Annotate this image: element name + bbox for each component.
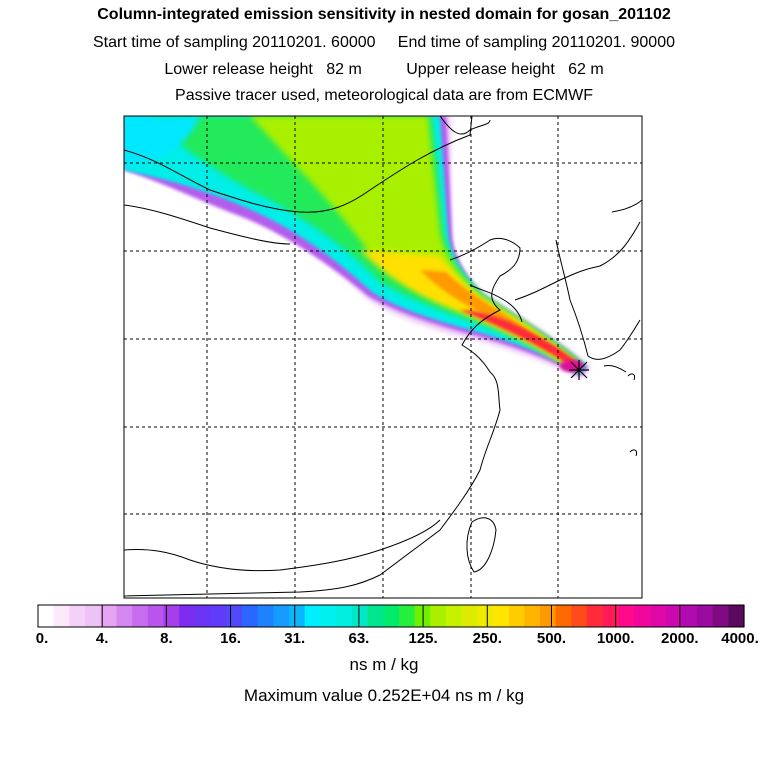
colorbar-swatch (712, 605, 729, 627)
colorbar-tick-label: 8. (160, 630, 173, 647)
colorbar-swatch (367, 605, 384, 627)
colorbar-swatch (383, 605, 400, 627)
colorbar-tick-label: 0. (35, 630, 49, 647)
graticule (124, 116, 642, 598)
colorbar-swatch (618, 605, 635, 627)
colorbar-swatch (540, 605, 557, 627)
colorbar-swatch (69, 605, 86, 627)
colorbar-swatch (147, 605, 165, 627)
colorbar-swatch (681, 605, 698, 627)
colorbar-swatch (587, 605, 604, 627)
colorbar-swatch (53, 605, 70, 627)
colorbar-swatch (351, 605, 369, 627)
colorbar-swatch (398, 605, 416, 627)
colorbar-tick-label: 31. (284, 630, 306, 647)
colorbar-tick-label: 16. (220, 630, 241, 647)
colorbar-swatch (304, 605, 321, 627)
colorbar-tick-label: 1000. (596, 630, 635, 647)
colorbar (37, 604, 745, 628)
colorbar-swatch (336, 605, 353, 627)
colorbar-units: ns m / kg (349, 655, 419, 674)
colorbar-swatch (85, 605, 102, 627)
colorbar-swatch (226, 605, 243, 627)
colorbar-swatch (602, 605, 620, 627)
colorbar-swatch (179, 605, 196, 627)
colorbar-swatch (492, 605, 510, 627)
tracer-info: Passive tracer used, meteorological data… (175, 87, 593, 104)
colorbar-swatch (461, 605, 478, 627)
plot-title: Column-integrated emission sensitivity i… (97, 6, 671, 23)
maximum-value: Maximum value 0.252E+04 ns m / kg (243, 686, 525, 705)
colorbar-tick-label: 4000. (721, 630, 759, 647)
colorbar-swatch (163, 605, 180, 627)
colorbar-swatch (289, 605, 306, 627)
map-frame (123, 115, 643, 599)
colorbar-swatch (728, 605, 745, 627)
colorbar-tick-label: 125. (408, 630, 438, 647)
colorbar-swatch (649, 605, 667, 627)
sampling-times: Start time of sampling 20110201. 60000 E… (92, 34, 675, 51)
colorbar-swatch (132, 605, 149, 627)
colorbar-swatch (116, 605, 133, 627)
colorbar-swatch (524, 605, 541, 627)
receptor-marker (569, 360, 589, 380)
colorbar-tick-label: 4. (95, 630, 109, 647)
colorbar-swatch (241, 605, 259, 627)
colorbar-swatch (38, 605, 55, 627)
colorbar-tick-label: 250. (472, 630, 502, 647)
colorbar-swatch (320, 605, 337, 627)
colorbar-swatch (100, 605, 118, 627)
release-heights: Lower release height 82 m Upper release … (164, 61, 604, 78)
colorbar-swatch (477, 605, 494, 627)
colorbar-swatch (273, 605, 290, 627)
colorbar-swatch (445, 605, 463, 627)
coastlines (124, 116, 642, 597)
colorbar-swatch (696, 605, 714, 627)
colorbar-swatch (571, 605, 588, 627)
colorbar-tick-label: 63. (348, 630, 370, 647)
colorbar-tick-label: 2000. (661, 630, 699, 647)
colorbar-swatch (508, 605, 525, 627)
colorbar-swatch (665, 605, 682, 627)
colorbar-swatch (634, 605, 651, 627)
colorbar-swatch (194, 605, 212, 627)
colorbar-tick-label: 500. (536, 630, 567, 647)
colorbar-swatch (430, 605, 447, 627)
colorbar-swatch (555, 605, 573, 627)
colorbar-frame (37, 604, 745, 628)
colorbar-swatch (257, 605, 274, 627)
colorbar-swatch (210, 605, 227, 627)
